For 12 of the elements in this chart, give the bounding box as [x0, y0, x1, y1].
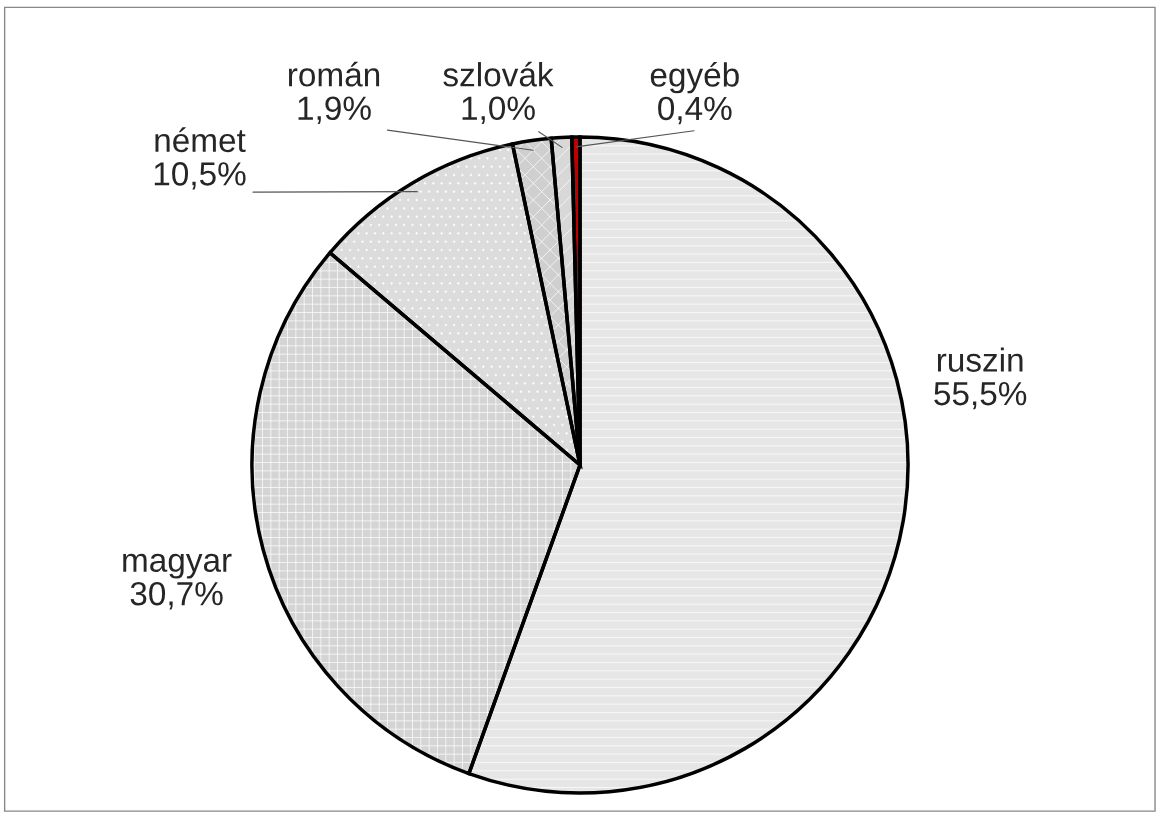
slice-label: német	[155, 127, 246, 153]
data-label: 55,5%	[934, 381, 1027, 410]
data-label: 30,7%	[130, 581, 223, 610]
slice-label: magyar	[123, 553, 232, 579]
data-label: 1,0%	[462, 96, 535, 124]
slice-label: egyéb	[650, 61, 739, 94]
slice-label: ruszin	[937, 347, 1023, 372]
data-label: 0,4%	[658, 96, 732, 125]
slice-label: szlovák	[443, 61, 554, 87]
data-label: 10,5%	[154, 162, 246, 190]
slice-label: román	[288, 61, 380, 87]
data-label: 1,9%	[298, 96, 371, 124]
